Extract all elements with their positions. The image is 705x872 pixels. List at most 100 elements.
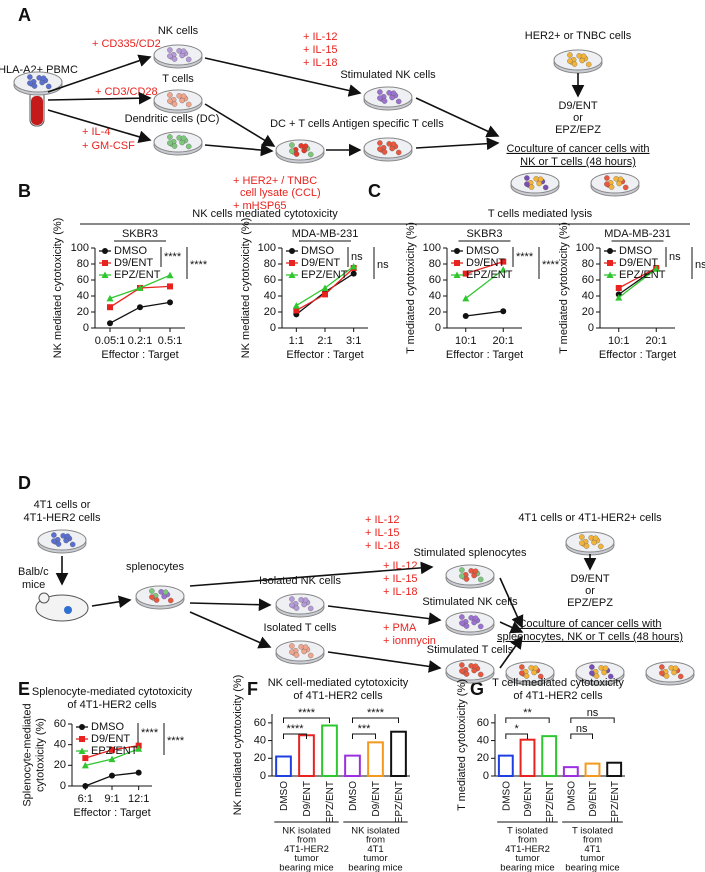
x-axis-label: Effector : Target — [101, 349, 178, 361]
panel-label: G — [470, 679, 484, 699]
dish — [153, 44, 203, 66]
sig-label: **** — [164, 251, 182, 263]
schematic-label: + HER2+ / TNBC — [233, 175, 317, 187]
legend-label: EPZ/ENT — [114, 269, 161, 281]
schematic-label: 4T1-HER2 cells — [23, 512, 101, 524]
y-tick-label: 60 — [477, 717, 489, 729]
group-label: tumor — [580, 853, 604, 864]
legend-marker — [102, 260, 108, 266]
schematic-label: + IL-15 — [383, 573, 418, 585]
cell — [459, 573, 465, 579]
series-line — [465, 310, 504, 317]
y-tick-label: 40 — [254, 734, 266, 746]
schematic-label: 4T1 cells or 4T1-HER2+ cells — [518, 512, 662, 524]
y-axis-label: cytotoxicity (%) — [34, 718, 46, 792]
cell — [583, 543, 590, 549]
schematic-label: Antigen specific T cells — [332, 118, 444, 130]
cell — [185, 56, 192, 63]
y-tick-label: 80 — [264, 258, 276, 270]
x-tick-label: EPZ/ENT — [325, 781, 336, 823]
y-tick-label: 100 — [576, 242, 594, 254]
sig-label: ns — [351, 251, 363, 263]
group-label: tumor — [294, 853, 318, 864]
group-label: from — [583, 835, 602, 846]
cell — [167, 140, 173, 146]
y-axis-title: NK mediated cytotoxicity (%) — [52, 218, 64, 359]
cell — [289, 649, 295, 655]
legend-label: D9/ENT — [114, 257, 153, 269]
x-tick-label: 10:1 — [608, 335, 629, 347]
bar — [298, 734, 315, 777]
cell — [659, 670, 665, 676]
x-label-group: DMSO — [279, 781, 290, 811]
cell — [64, 533, 71, 539]
legend-label: DMSO — [466, 245, 499, 257]
cell — [289, 142, 295, 148]
cell — [472, 615, 479, 621]
cell — [293, 605, 300, 611]
schematic-label: + mHSP65 — [233, 200, 287, 212]
y-tick-label: 80 — [429, 258, 441, 270]
cell — [607, 673, 614, 680]
cell — [289, 602, 295, 608]
schematic-label: Coculture of cancer cells with — [506, 143, 649, 155]
cell — [519, 670, 525, 676]
y-tick-label: 0 — [270, 322, 276, 334]
point — [108, 755, 116, 763]
schematic-label: EPZ/EPZ — [567, 597, 613, 609]
point — [81, 761, 89, 769]
schematic-label: NK cells — [158, 25, 199, 37]
cell — [390, 141, 397, 147]
cell — [524, 175, 530, 181]
legend-marker — [102, 248, 108, 254]
cell — [167, 98, 173, 104]
y-tick-label: 60 — [54, 718, 66, 730]
point — [652, 265, 660, 272]
dish — [275, 640, 325, 662]
y-axis-title: NK mediated cytotoxicity (%) — [240, 218, 252, 359]
cell — [31, 83, 38, 89]
legend-marker — [454, 260, 460, 266]
sig-bracket — [505, 717, 550, 723]
schematic-label: Isolated T cells — [264, 622, 337, 634]
x-tick-label: 10:1 — [455, 335, 476, 347]
cell — [180, 48, 187, 54]
cell — [537, 673, 544, 680]
dish — [445, 659, 495, 681]
arrow — [91, 595, 132, 609]
x-tick-label: 20:1 — [646, 335, 667, 347]
legend-marker — [78, 747, 86, 754]
schematic-label: D9/ENT — [558, 100, 597, 112]
cell — [459, 620, 465, 626]
bar — [275, 755, 292, 777]
schematic-label: NK or T cells (48 hours) — [520, 156, 636, 168]
schematic-label: Stimulated splenocytes — [413, 547, 527, 559]
cell — [567, 58, 573, 64]
schematic-label: + IL-4 — [82, 126, 110, 138]
arrow — [47, 54, 152, 93]
cell — [659, 664, 665, 670]
schematic-label: + IL-12 — [303, 31, 338, 43]
legend-marker — [607, 248, 613, 254]
cell — [602, 665, 609, 671]
cell — [472, 568, 479, 574]
cell — [459, 614, 465, 620]
x-tick-label: 9:1 — [104, 793, 119, 805]
group-label: from — [297, 835, 316, 846]
cell — [390, 90, 397, 96]
y-tick-label: 20 — [429, 306, 441, 318]
x-label-group: EPZ/ENT — [545, 781, 556, 823]
x-tick-label: D9/ENT — [588, 781, 599, 817]
cell — [537, 176, 544, 182]
cell — [592, 535, 599, 541]
bar — [497, 754, 514, 778]
cell — [622, 184, 629, 191]
point — [615, 285, 622, 291]
panel-label: F — [247, 679, 258, 699]
y-tick-label: 60 — [264, 274, 276, 286]
schematic-label: Balb/c — [18, 566, 49, 578]
x-tick-label: 20:1 — [493, 335, 514, 347]
y-tick-label: 20 — [264, 306, 276, 318]
arrow — [499, 621, 524, 634]
arrow — [47, 91, 152, 105]
